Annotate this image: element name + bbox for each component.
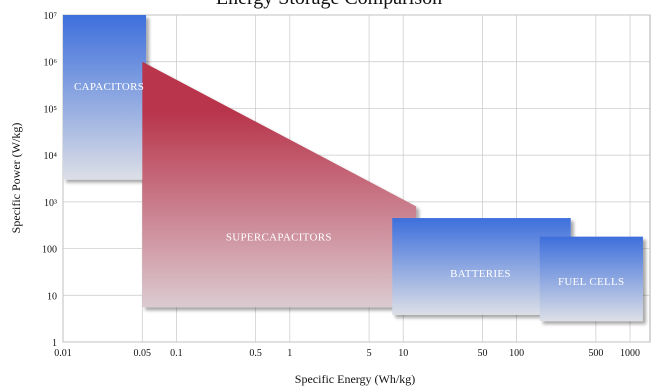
region-capacitors <box>63 15 147 180</box>
y-tick-label-7: 10⁷ <box>44 11 58 22</box>
y-tick-label-0: 1 <box>52 338 57 349</box>
y-axis-label: Specific Power (W/kg) <box>9 123 23 234</box>
x-tick-label-1: 0.05 <box>134 348 152 359</box>
region-label-batteries: BATTERIES <box>450 268 511 280</box>
y-tick-label-5: 10⁵ <box>44 104 58 115</box>
region-fuel-cells <box>539 236 643 322</box>
region-labels: CAPACITORS SUPERCAPACITORS BATTERIES FUEL C… <box>74 81 624 288</box>
regions <box>63 15 643 322</box>
chart-title: Energy Storage Comparison <box>216 0 442 9</box>
y-axis-ticks: 1 10 100 10³ 10⁴ 10⁵ 10⁶ 10⁷ <box>42 11 58 349</box>
region-label-supercapacitors: SUPERCAPACITORS <box>226 232 332 244</box>
x-tick-label-4: 1 <box>287 348 292 359</box>
region-label-capacitors: CAPACITORS <box>74 81 144 93</box>
x-tick-label-3: 0.5 <box>249 348 262 359</box>
x-tick-label-8: 100 <box>509 348 524 359</box>
x-tick-label-0: 0.01 <box>54 348 72 359</box>
region-supercapacitors <box>142 61 417 308</box>
x-tick-label-2: 0.1 <box>170 348 183 359</box>
x-tick-label-7: 50 <box>477 348 487 359</box>
y-tick-label-1: 10 <box>47 291 57 302</box>
y-tick-label-3: 10³ <box>44 198 57 209</box>
x-tick-label-6: 10 <box>398 348 408 359</box>
region-label-fuel-cells: FUEL CELLS <box>558 276 624 288</box>
x-axis-ticks: 0.01 0.05 0.1 0.5 1 5 10 50 100 500 1000 <box>54 348 640 359</box>
y-tick-label-6: 10⁶ <box>44 58 58 69</box>
x-tick-label-9: 500 <box>588 348 603 359</box>
x-axis-label: Specific Energy (Wh/kg) <box>295 372 415 386</box>
x-tick-label-5: 5 <box>367 348 372 359</box>
y-tick-label-2: 100 <box>42 245 57 256</box>
x-tick-label-10: 1000 <box>620 348 640 359</box>
y-tick-label-4: 10⁴ <box>44 151 58 162</box>
